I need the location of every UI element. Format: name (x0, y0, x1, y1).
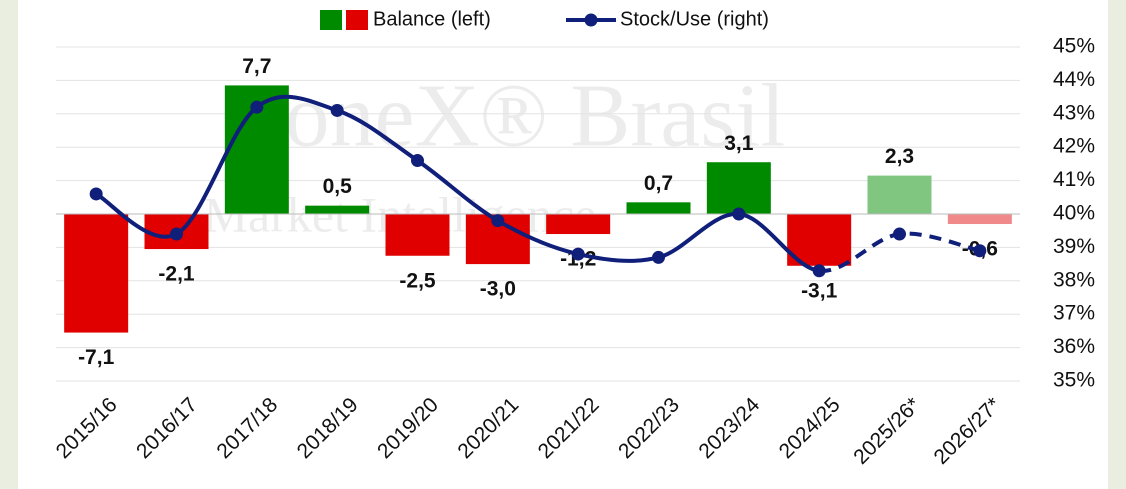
marker (491, 214, 505, 228)
bar (546, 214, 611, 235)
legend-swatch (320, 10, 342, 30)
y2-tick-label: 44% (1053, 68, 1095, 91)
marker (652, 250, 665, 264)
data-label: 0,5 (323, 175, 353, 198)
bar (787, 214, 852, 266)
bar (305, 205, 370, 214)
y2-tick-label: 37% (1053, 302, 1095, 325)
bar (947, 214, 1012, 225)
legend-label: Balance (left) (373, 8, 491, 30)
data-label: -2,5 (399, 269, 436, 292)
y2-tick-label: 36% (1053, 335, 1095, 358)
marker (250, 100, 264, 114)
marker (411, 154, 424, 168)
y2-tick-label: 42% (1053, 135, 1095, 158)
marker (893, 227, 906, 241)
bar (626, 202, 691, 214)
data-label: -7,1 (78, 346, 115, 369)
marker (330, 103, 344, 117)
line (95, 94, 820, 273)
y2-tick-label: 39% (1053, 235, 1095, 258)
y2-tick-label: 38% (1053, 268, 1095, 291)
y2-tick-label: 40% (1053, 202, 1095, 225)
y2-tick-label: 43% (1053, 101, 1095, 124)
bar (867, 175, 932, 214)
data-label: 7,7 (242, 55, 271, 78)
marker (170, 227, 183, 241)
data-label: -2,1 (158, 263, 195, 286)
marker (89, 187, 103, 201)
y2-tick-label: 45% (1053, 35, 1095, 58)
data-label: 2,3 (885, 145, 914, 168)
legend-label: Stock/Use (right) (620, 8, 769, 30)
watermark: SoneX® Brasil (235, 67, 786, 166)
legend-swatch (346, 10, 368, 30)
marker (571, 247, 585, 261)
marker (973, 244, 987, 258)
bar (706, 162, 771, 214)
y2-tick-label: 41% (1053, 168, 1095, 191)
data-label: -3,0 (480, 278, 516, 301)
data-label: 0,7 (644, 172, 673, 195)
marker (812, 264, 826, 278)
legend-marker (584, 13, 598, 27)
marker (732, 207, 746, 221)
y2-tick-label: 35% (1053, 369, 1095, 392)
bar (64, 214, 129, 333)
data-label: 3,1 (724, 132, 754, 155)
data-label: -3,1 (801, 279, 838, 302)
bar (385, 214, 450, 256)
